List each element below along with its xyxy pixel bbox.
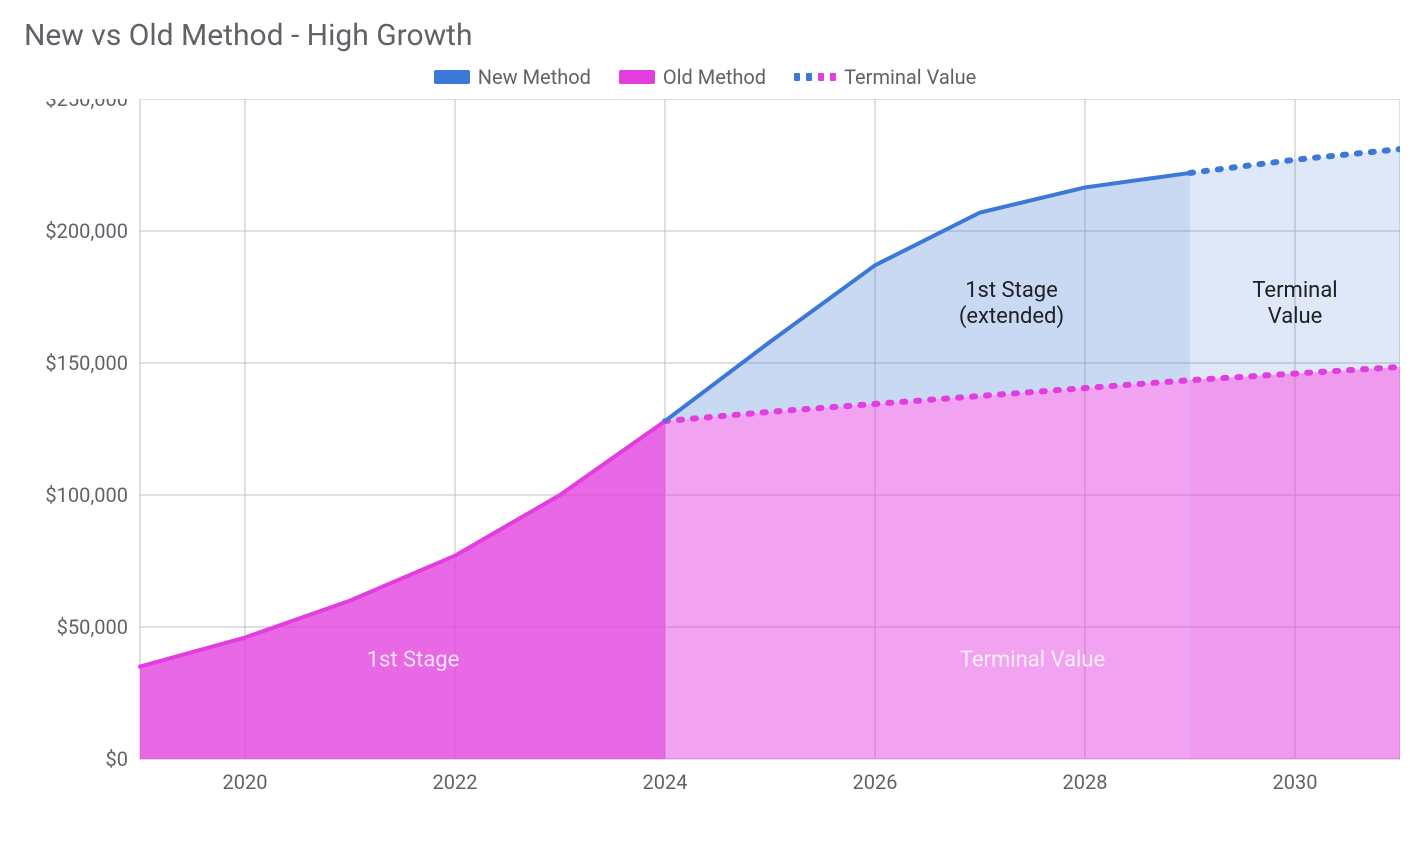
legend-label-terminal: Terminal Value (844, 65, 976, 89)
y-axis-tick-label: $150,000 (45, 351, 128, 375)
x-axis-tick-label: 2020 (223, 770, 268, 794)
y-axis-tick-label: $0 (106, 747, 128, 771)
legend-item-old-method: Old Method (619, 65, 766, 89)
legend-swatch-old (619, 70, 655, 84)
area-chart: $0 $50,000 $100,000 $150,000 $200,000 $250,00… (20, 99, 1400, 819)
old-method-terminal-fill-1 (1190, 367, 1400, 759)
legend-label-old: Old Method (663, 65, 766, 89)
legend-label-new: New Method (478, 65, 591, 89)
old-method-stage1-fill (140, 421, 665, 759)
y-axis-tick-label: $250,000 (45, 99, 128, 111)
chart-annotation-1: Terminal Value (960, 648, 1105, 673)
y-axis-tick-label: $100,000 (45, 483, 128, 507)
legend-item-new-method: New Method (434, 65, 591, 89)
chart-annotation-0: 1st Stage (367, 648, 460, 673)
legend-swatch-new (434, 70, 470, 84)
legend-swatch-terminal (794, 70, 836, 84)
chart-title: New vs Old Method - High Growth (24, 18, 1390, 53)
x-axis-tick-label: 2026 (853, 770, 898, 794)
x-axis-tick-label: 2030 (1273, 770, 1318, 794)
old-method-terminal-fill-0 (665, 380, 1190, 759)
new-method-terminal-fill (1190, 149, 1400, 380)
y-axis-tick-label: $200,000 (45, 219, 128, 243)
x-axis-tick-label: 2028 (1063, 770, 1108, 794)
x-axis-tick-label: 2022 (433, 770, 478, 794)
legend-item-terminal: Terminal Value (794, 65, 976, 89)
y-axis-tick-label: $50,000 (57, 615, 128, 639)
chart-annotation-2: 1st Stage(extended) (959, 278, 1064, 329)
x-axis-tick-label: 2024 (643, 770, 688, 794)
legend: New Method Old Method Terminal Value (20, 65, 1390, 89)
